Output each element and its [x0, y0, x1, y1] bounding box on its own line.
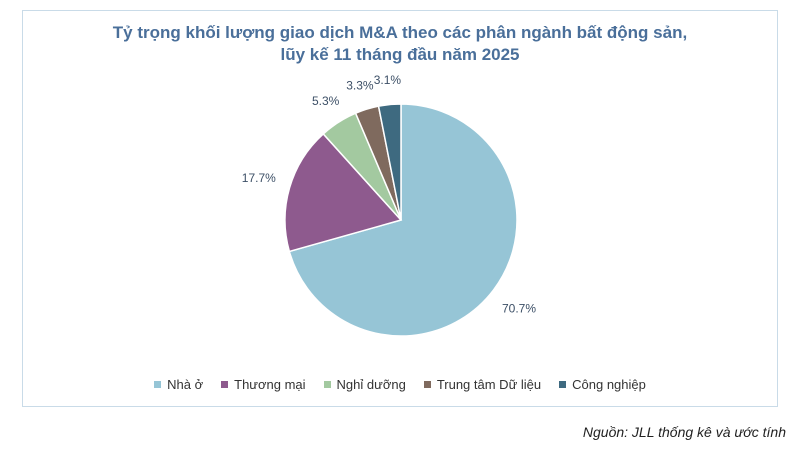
legend-swatch: [154, 381, 162, 388]
pie-slice: [377, 103, 402, 221]
legend-swatch: [559, 381, 567, 388]
pie-slice: [288, 103, 518, 337]
legend-swatch: [323, 381, 331, 388]
legend-label: Thương mại: [234, 377, 306, 392]
legend-item: Trung tâm Dữ liệu: [423, 377, 542, 392]
pie-slice: [284, 132, 403, 253]
legend: Nhà ở Thương mại Nghỉ dưỡng Trung tâm Dữ li…: [0, 377, 800, 392]
data-label: 17.7%: [242, 171, 276, 185]
data-label: 3.3%: [346, 78, 374, 92]
chart-title: Tỷ trọng khối lượng giao dịch M&A theo c…: [112, 23, 688, 64]
legend-item: Nhà ở: [154, 377, 203, 392]
legend-label: Trung tâm Dữ liệu: [436, 377, 542, 392]
legend-item: Thương mại: [221, 377, 306, 392]
legend-item: Nghỉ dưỡng: [323, 377, 406, 392]
legend-label: Nhà ở: [167, 377, 204, 392]
data-label: 3.1%: [374, 73, 402, 87]
data-label: 5.3%: [312, 94, 340, 108]
legend-swatch: [423, 381, 431, 388]
legend-item: Công nghiệp: [559, 377, 646, 392]
legend-swatch: [221, 381, 229, 388]
data-label: 70.7%: [502, 302, 536, 316]
source-note: Nguồn: JLL thống kê và ước tính: [582, 424, 786, 440]
legend-label: Nghỉ dưỡng: [336, 377, 406, 392]
legend-label: Công nghiệp: [572, 377, 646, 392]
chart-frame: [22, 10, 778, 407]
